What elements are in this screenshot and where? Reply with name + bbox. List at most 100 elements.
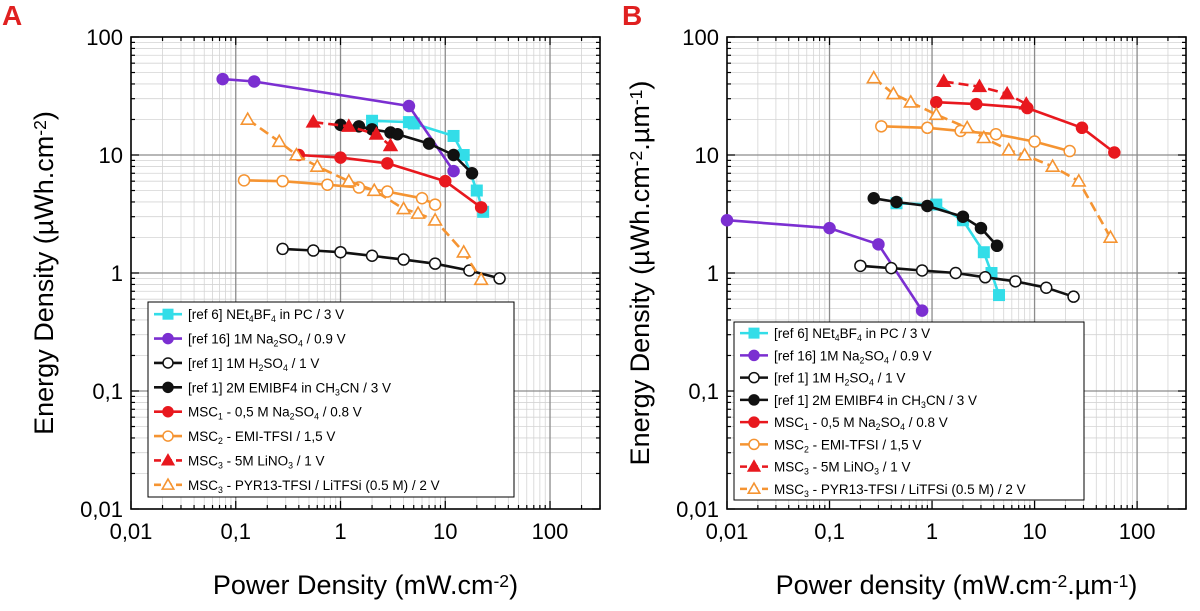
legend-swatch-marker [748,394,760,406]
label-part: [ref 1] 1M H [774,371,845,386]
legend-label: [ref 1] 1M H2SO4 / 1 V [188,356,319,373]
data-point [391,127,404,141]
label-part: / 0.8 V [905,415,948,430]
label-part: 2 [860,355,865,365]
legend-item-msc3-5m-lino3-1-v: MSC3 - 5M LiNO3 / 1 V [740,459,911,476]
label-part: 4 [869,377,874,387]
label-part: - 5M LiNO [223,453,288,468]
x-tick-label-0-1: 0,1 [814,519,845,544]
label-part: 2 [845,377,850,387]
panel-a: 0,01 0,1 1 10 100 0,01 0,1 1 10 100 A Power Density… [2,0,601,600]
data-point [1067,290,1080,303]
data-point [247,75,261,88]
label-part: / 1 V [293,453,325,468]
series-msc2-emi-tfsi-1-5-v [875,120,1076,158]
legend-label: MSC2 - EMI-TFSI / 1,5 V [774,437,921,454]
label-part: MSC [188,478,218,493]
legend-label: MSC2 - EMI-TFSI / 1,5 V [188,429,335,446]
data-point [447,129,460,142]
y-tick-label-0-01: 0,01 [676,497,719,522]
legend-label: [ref 1] 1M H2SO4 / 1 V [774,371,905,388]
legend: [ref 6] NEt4BF4 in PC / 3 V[ref 16] 1M N… [147,301,515,498]
label-part: [ref 1] 2M EMIBF4 in CH [188,380,335,395]
legend-label: MSC1 - 0,5 M Na2SO4 / 0.8 V [188,405,362,422]
y-tick-label-10: 10 [99,143,123,168]
data-point [271,133,287,148]
label-part: MSC [774,482,804,497]
series-line [313,120,392,147]
data-point [949,266,962,280]
data-point [465,167,479,180]
legend-item-msc3-pyr13-tfsi-litfsi-0-5-m-2-v: MSC3 - PYR13-TFSI / LiTFSi (0.5 M) / 2 V [154,477,440,494]
data-point [1063,144,1076,158]
data-point [321,178,334,191]
legend-item-ref-1-1m-h2so4-1-v: [ref 1] 1M H2SO4 / 1 V [154,356,319,373]
label-part: 1 [218,411,223,421]
label-part: SO [278,332,298,347]
data-point [903,94,919,108]
legend-swatch-marker [162,357,174,369]
label-part: MSC [188,453,218,468]
label-part: ) [1128,570,1137,600]
legend: [ref 6] NEt4BF4 in PC / 3 V[ref 16] 1M N… [733,321,1085,501]
x-tick-label-0-1: 0,1 [220,519,251,544]
label-part: 4 [884,355,889,365]
data-point [956,210,970,223]
legend-swatch-marker [746,459,762,472]
legend-label: [ref 1] 2M EMIBF4 in CH3CN / 3 V [774,393,977,410]
y-tick-label-0-01: 0,01 [80,497,123,522]
label-part: 3 [218,484,223,494]
legend-item-ref-6-net4bf4-in-pc-3-v: [ref 6] NEt4BF4 in PC / 3 V [740,326,930,343]
legend-swatch-marker [162,381,174,394]
series-line [246,118,483,281]
series-group [216,72,506,286]
x-axis-label: Power Density (mW.cm-2) [213,570,518,600]
label-part: / 0.9 V [303,332,346,347]
y-tick-label-100: 100 [86,25,123,50]
label-part: / 1 V [288,356,320,371]
data-point [473,271,489,286]
legend-label: [ref 6] NEt4BF4 in PC / 3 V [188,307,344,324]
label-part: Power density (mW.cm [776,570,1052,600]
label-part: 4 [298,338,303,348]
label-part: Energy Density (µWh.cm [29,136,59,435]
y-axis-label: Energy Density (µWh.cm-2) [29,111,59,435]
data-point [428,257,442,270]
x-axis-label: Power density (mW.cm-2.µm-1) [776,570,1138,600]
legend-item-ref-6-net4bf4-in-pc-3-v: [ref 6] NEt4BF4 in PC / 3 V [154,307,344,324]
data-point [402,99,416,113]
data-point [872,238,885,251]
data-point [447,148,460,162]
data-point [365,249,379,263]
data-point [921,121,934,135]
label-part: MSC [774,415,804,430]
legend-swatch-marker [748,438,760,451]
data-point [930,95,943,109]
series-ref-1-2m-emibf4-in-ch3cn-3-v [867,192,1004,253]
legend-label: MSC3 - 5M LiNO3 / 1 V [188,453,325,470]
label-part: in PC / 3 V [862,326,930,341]
label-part: 3 [804,488,809,498]
label-part: -2 [493,571,509,591]
data-point [422,137,436,150]
label-part: MSC [188,405,218,420]
label-part: BF [840,326,857,341]
label-part: - PYR13-TFSI / LiTFSi (0.5 M) / 2 V [809,482,1026,497]
y-axis-label: Energy Density (µWh.cm-2.µm-1) [625,81,655,466]
data-point [397,253,410,266]
legend-swatch-marker [746,481,762,494]
label-part: 4 [271,314,276,324]
label-part: 2 [259,362,264,372]
data-point [993,289,1006,302]
data-point [959,119,975,134]
label-part: Energy Density (µWh.cm [625,166,655,465]
data-point [866,69,882,84]
label-part: 3 [874,466,879,476]
panel-b: 0,01 0,1 1 10 100 0,01 0,1 1 10 100 B Power density… [622,0,1187,600]
label-part: 4 [283,362,288,372]
data-point [493,272,506,285]
series-line [726,218,924,312]
label-part: CN / 3 V [340,380,391,395]
label-part: - EMI-TFSI / 1,5 V [223,429,336,444]
